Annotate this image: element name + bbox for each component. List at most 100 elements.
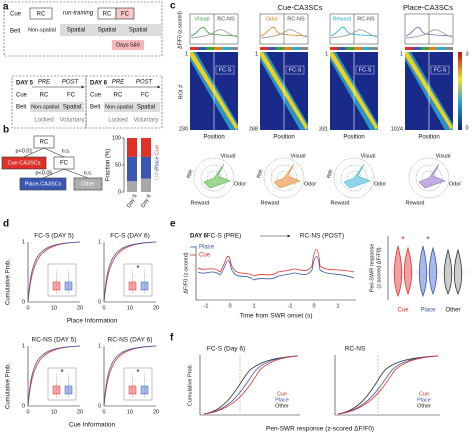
panel-label: d [3,219,9,230]
label: Place-CA3SCs [25,181,62,187]
label: Odor [449,181,461,187]
label: Position [418,135,439,141]
label: 1 [325,51,328,57]
y-tick-label: 1 [98,343,101,349]
zone-strip [421,47,429,50]
label: Cue [199,253,211,259]
zone-strip [190,47,198,50]
polar-shape [343,163,371,189]
label: RC [114,93,123,99]
zone-strip [346,47,354,50]
polar-shape [273,163,301,189]
legend-label: Cue [277,391,287,397]
polar-ring [193,157,235,199]
zone-strip [268,47,276,50]
zone-strip [354,47,362,50]
label: 3 [465,51,468,57]
label: FC-S (DAY 6) [110,233,150,240]
x-tick-label: 20 [153,305,159,311]
x-tick-label: 1 [252,303,255,309]
label: RIR [326,169,335,180]
label: Odor [234,181,246,187]
zone-strip [276,47,284,50]
inset [47,263,77,297]
label: 1 [255,51,258,57]
x-tick-label: 0 [102,409,105,415]
zone-strip [214,47,222,50]
zone-strip [405,47,413,50]
label: Spatial [63,105,81,111]
label: run-training [63,11,94,17]
label: Voluntary [59,118,84,124]
label: Odor [304,181,316,187]
y-tick-label: 0 [118,189,121,195]
condition-box [355,65,375,75]
label: 1024 [391,126,403,132]
legend-label: Cue [154,145,160,155]
polar-shape [418,163,446,189]
label: Locked [34,118,53,124]
bar-chart [122,137,151,193]
label: Non-spatial [31,104,59,110]
polar-ring [263,157,305,199]
legend-label: Other [275,403,289,409]
trace [260,26,308,37]
panel-label: a [3,2,9,13]
legend-label: Place [154,156,160,170]
label: FC [121,12,130,18]
zone-strip [222,47,230,50]
label: ΔF/F0 (z-scored) [177,11,183,49]
label: FC [60,161,69,167]
polar-shape [203,163,231,189]
label: Fraction (%) [106,149,112,182]
label: * [136,368,139,377]
bar-segment [127,181,137,192]
labels: a Cue Belt RC Non-spatial run-training RC FC Spa… [3,1,469,433]
x-tick-label: Day 6 [140,194,152,209]
zone-strip [292,47,300,50]
zone-strip [362,47,370,50]
panel-label: b [3,125,9,136]
label: Belt [90,105,101,111]
colorbar [458,52,462,130]
label: Reward [191,200,210,206]
label: FC-S [359,67,372,73]
zone-strip [300,47,308,50]
bar-segment [141,138,151,157]
label: Position [273,135,294,141]
zone-strip [413,47,421,50]
zone-strip [330,47,338,50]
label: 1 [400,51,403,57]
y-tick-label: 50 [115,162,121,168]
label: Place-CA3SCs [403,3,453,12]
label: Non-spatial [28,27,56,33]
label: * [60,368,63,377]
label: POST [62,80,80,86]
label: Visual [361,153,376,159]
zone-strip [230,47,238,50]
label: RIR [256,169,265,180]
x-tick-label: 0 [26,305,29,311]
label: Time from SWR onset (s) [239,313,312,320]
polar-ring [415,164,443,192]
bar-segment [127,138,137,157]
polar-ring [270,164,298,192]
label: RC [103,12,112,18]
label: DAY 6 [90,81,108,87]
label: RC-NS [287,16,305,22]
label: Reward [333,16,352,22]
condition-box [430,65,450,75]
label: Place [420,308,436,314]
y-tick-label: 1 [98,239,101,245]
x-tick-label: 10 [127,305,133,311]
label: Spatial [98,28,116,34]
x-tick-label: 10 [51,409,57,415]
label: Cumulative Prob. [187,363,193,406]
label: Peri-SWR response [369,244,375,293]
label: RC-NS [345,346,366,353]
label: n.s. [84,170,93,176]
panel-e-traces [190,234,468,301]
x-tick-label: -1 [204,303,209,309]
x-tick-label: Day 5 [126,194,138,209]
label: Cue Information [69,422,116,429]
